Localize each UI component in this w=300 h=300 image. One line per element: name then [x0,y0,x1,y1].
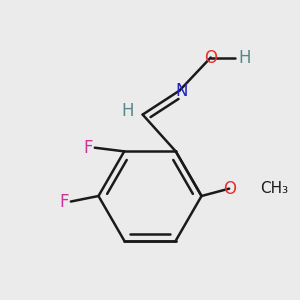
Text: O: O [223,180,236,198]
Text: H: H [121,102,134,120]
Text: H: H [238,49,251,67]
Text: CH₃: CH₃ [260,181,289,196]
Text: F: F [83,139,93,157]
Text: F: F [59,193,69,211]
Text: N: N [175,82,188,100]
Text: O: O [204,49,217,67]
